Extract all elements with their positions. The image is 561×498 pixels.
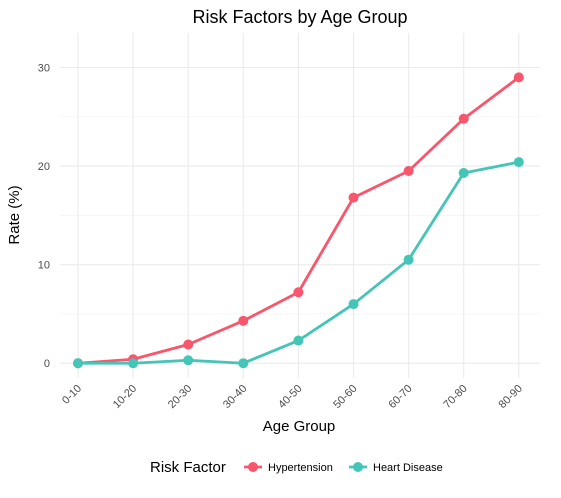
x-tick-label: 40-50 (276, 383, 304, 411)
data-point-series-1 (403, 166, 414, 176)
x-tick-label: 80-90 (497, 383, 525, 411)
x-tick-label: 20-30 (166, 383, 194, 411)
data-point-series-2 (128, 358, 139, 369)
legend-item-1: Hypertension (244, 462, 333, 474)
data-point-series-1 (293, 287, 304, 298)
data-point-series-2 (403, 254, 414, 265)
y-tick-label: 30 (38, 63, 50, 75)
x-tick-label: 30-40 (221, 383, 249, 411)
legend-key-point (248, 462, 258, 472)
data-point-series-2 (238, 358, 249, 369)
legend-label: Heart Disease (373, 462, 443, 474)
y-tick-label: 10 (38, 260, 50, 272)
x-tick-label: 10-20 (111, 383, 139, 411)
data-point-series-1 (183, 339, 194, 350)
x-axis-title: Age Group (263, 418, 336, 435)
legend-key-point (353, 462, 363, 472)
data-point-series-2 (513, 157, 524, 168)
data-point-series-2 (458, 167, 469, 178)
data-point-series-1 (458, 113, 469, 124)
x-tick-label: 0-10 (60, 383, 84, 407)
y-axis-title: Rate (%) (6, 185, 23, 244)
data-point-series-1 (348, 192, 359, 203)
legend-items: Hypertension Heart Disease (244, 462, 443, 474)
data-point-series-2 (183, 355, 194, 366)
x-tick-label: 70-80 (441, 383, 469, 411)
legend-title: Risk Factor (150, 459, 226, 476)
y-tick-label: 20 (38, 161, 50, 173)
data-point-series-1 (513, 72, 524, 83)
plot-area: 0 10 20 30 0-10 10-20 20-30 30-40 40-50 50-60 60-7… (38, 33, 540, 411)
data-point-series-2 (293, 335, 304, 346)
data-point-series-2 (348, 299, 359, 310)
legend-label: Hypertension (268, 462, 333, 474)
chart-title: Risk Factors by Age Group (192, 7, 407, 27)
y-tick-label: 0 (44, 358, 50, 370)
data-point-series-1 (238, 315, 249, 326)
legend: Risk Factor Hypertension Heart Disease (150, 459, 443, 476)
legend-item-2: Heart Disease (349, 462, 443, 474)
x-tick-label: 50-60 (331, 383, 359, 411)
data-point-series-2 (73, 358, 83, 369)
x-tick-label: 60-70 (386, 383, 414, 411)
